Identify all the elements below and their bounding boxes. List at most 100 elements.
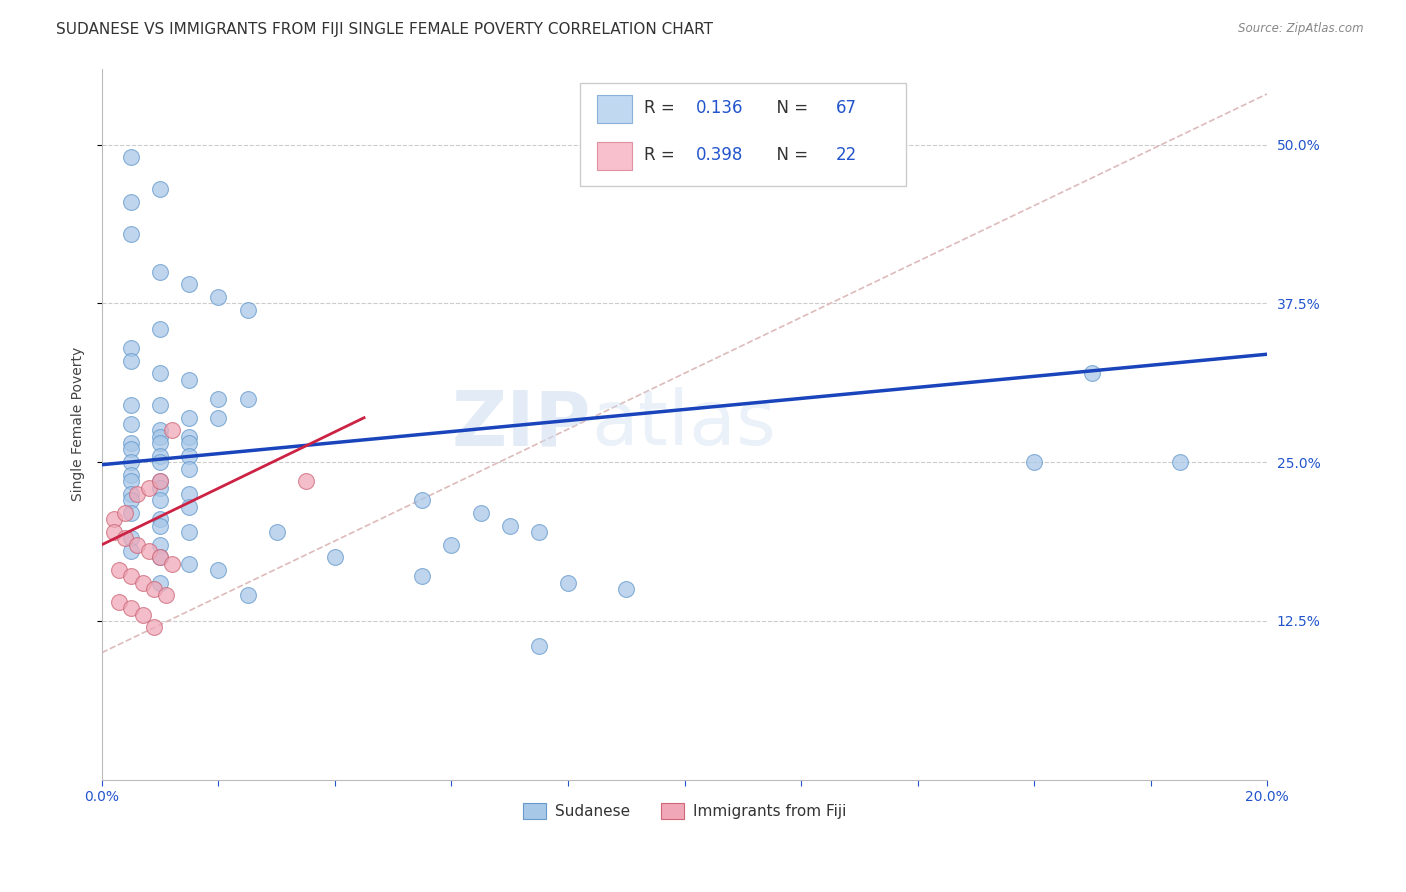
- Point: [179, 410, 201, 425]
- Point: [179, 461, 201, 475]
- Bar: [598, 95, 633, 123]
- Point: [207, 563, 229, 577]
- Bar: [598, 142, 633, 170]
- Text: 67: 67: [837, 99, 858, 117]
- Point: [179, 373, 201, 387]
- Text: R =: R =: [644, 99, 679, 117]
- Point: [120, 398, 142, 412]
- Point: [179, 524, 201, 539]
- Point: [1022, 455, 1045, 469]
- Point: [149, 512, 172, 526]
- Point: [120, 341, 142, 355]
- Point: [149, 265, 172, 279]
- Point: [120, 506, 142, 520]
- Text: 0.398: 0.398: [696, 145, 744, 163]
- Point: [179, 557, 201, 571]
- Point: [120, 417, 142, 431]
- Point: [149, 481, 172, 495]
- Point: [179, 430, 201, 444]
- Point: [143, 582, 166, 596]
- Point: [138, 481, 160, 495]
- Point: [179, 487, 201, 501]
- Text: atlas: atlas: [592, 387, 776, 461]
- Point: [125, 487, 148, 501]
- Point: [120, 474, 142, 488]
- Text: ZIP: ZIP: [451, 387, 592, 461]
- Point: [120, 150, 142, 164]
- Point: [149, 474, 172, 488]
- Point: [149, 493, 172, 508]
- Point: [266, 524, 288, 539]
- Point: [114, 506, 136, 520]
- Text: 0.136: 0.136: [696, 99, 744, 117]
- Point: [149, 474, 172, 488]
- Point: [149, 430, 172, 444]
- Point: [120, 467, 142, 482]
- Point: [1081, 366, 1104, 380]
- Point: [207, 410, 229, 425]
- Point: [207, 392, 229, 406]
- Point: [527, 524, 550, 539]
- Text: N =: N =: [766, 145, 814, 163]
- Point: [138, 544, 160, 558]
- Point: [120, 436, 142, 450]
- Point: [149, 518, 172, 533]
- Point: [323, 550, 346, 565]
- Point: [149, 398, 172, 412]
- Point: [149, 424, 172, 438]
- Legend: Sudanese, Immigrants from Fiji: Sudanese, Immigrants from Fiji: [517, 797, 852, 825]
- Point: [108, 563, 131, 577]
- Point: [160, 557, 183, 571]
- Point: [149, 182, 172, 196]
- Text: SUDANESE VS IMMIGRANTS FROM FIJI SINGLE FEMALE POVERTY CORRELATION CHART: SUDANESE VS IMMIGRANTS FROM FIJI SINGLE …: [56, 22, 713, 37]
- Point: [149, 436, 172, 450]
- Point: [160, 424, 183, 438]
- Point: [557, 575, 579, 590]
- Point: [125, 538, 148, 552]
- Point: [108, 595, 131, 609]
- Point: [149, 550, 172, 565]
- Point: [120, 493, 142, 508]
- Text: R =: R =: [644, 145, 679, 163]
- Point: [114, 532, 136, 546]
- Point: [411, 569, 433, 583]
- Point: [527, 640, 550, 654]
- Point: [120, 442, 142, 457]
- Point: [179, 500, 201, 514]
- Point: [120, 227, 142, 241]
- Point: [149, 455, 172, 469]
- Point: [207, 290, 229, 304]
- Point: [499, 518, 522, 533]
- Point: [295, 474, 318, 488]
- Text: 22: 22: [837, 145, 858, 163]
- Point: [120, 455, 142, 469]
- Point: [120, 353, 142, 368]
- Point: [149, 575, 172, 590]
- Point: [120, 544, 142, 558]
- Point: [131, 575, 153, 590]
- Point: [149, 449, 172, 463]
- Point: [236, 302, 259, 317]
- Text: N =: N =: [766, 99, 814, 117]
- Point: [411, 493, 433, 508]
- Point: [1168, 455, 1191, 469]
- Point: [103, 524, 125, 539]
- Point: [149, 366, 172, 380]
- Point: [120, 569, 142, 583]
- Point: [236, 589, 259, 603]
- Point: [103, 512, 125, 526]
- FancyBboxPatch shape: [579, 83, 905, 186]
- Point: [179, 436, 201, 450]
- Point: [440, 538, 463, 552]
- Point: [149, 550, 172, 565]
- Point: [143, 620, 166, 634]
- Point: [120, 532, 142, 546]
- Point: [149, 322, 172, 336]
- Point: [470, 506, 492, 520]
- Point: [614, 582, 637, 596]
- Point: [179, 449, 201, 463]
- Point: [120, 487, 142, 501]
- Y-axis label: Single Female Poverty: Single Female Poverty: [72, 347, 86, 501]
- Point: [155, 589, 177, 603]
- Point: [120, 601, 142, 615]
